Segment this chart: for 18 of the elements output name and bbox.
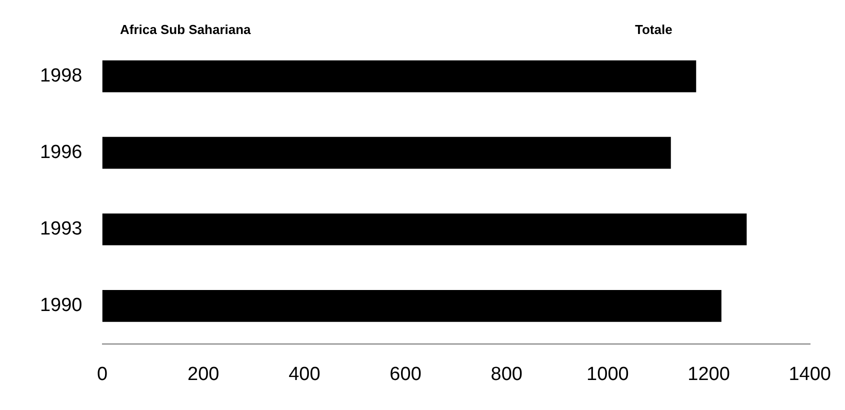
x-tick-label: 600 xyxy=(390,364,422,385)
y-tick-label: 1993 xyxy=(40,218,82,240)
y-tick-label: 1996 xyxy=(40,142,82,164)
x-tick-label: 200 xyxy=(188,364,220,385)
x-tick-label: 1200 xyxy=(688,364,730,385)
text: Africa Sub Sahariana xyxy=(120,22,251,37)
x-tick-label: 0 xyxy=(96,364,108,385)
y-tick-label: 1990 xyxy=(40,295,82,316)
x-tick-label: 800 xyxy=(490,364,522,385)
text: Totale xyxy=(635,22,672,37)
y-tick-label: 1998 xyxy=(40,66,82,87)
x-tick-label: 400 xyxy=(288,364,320,385)
bar xyxy=(102,290,722,322)
bar xyxy=(102,136,671,169)
x-tick-label: 1000 xyxy=(586,364,629,385)
x-tick-label: 1400 xyxy=(788,364,832,385)
bar xyxy=(102,60,696,92)
bar xyxy=(102,213,747,246)
